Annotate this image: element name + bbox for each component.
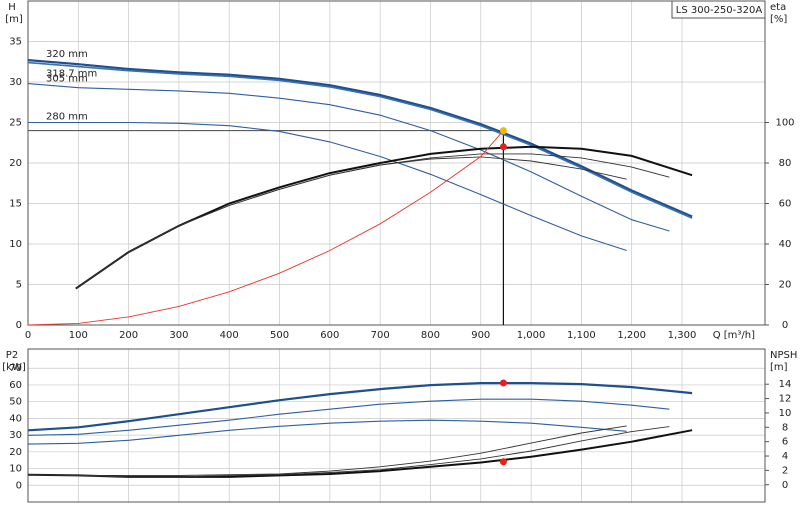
y-tick-label: 30	[9, 430, 22, 441]
y-tick-label: 70	[9, 363, 22, 374]
x-tick-label: 300	[169, 330, 188, 341]
y2-axis-title: NPSH	[770, 350, 797, 361]
plot-frame	[27, 348, 766, 503]
curve-label: 318.7 mm	[46, 69, 97, 80]
y-tick-label: 60	[9, 380, 22, 391]
badge: LS 300-250-320A	[676, 5, 763, 16]
y2-tick-label: 8	[782, 422, 788, 433]
y2-tick-label: 0	[782, 480, 788, 491]
x-tick-label: 100	[69, 330, 88, 341]
x-axis-title: Q [m³/h]	[713, 330, 755, 341]
badge-box	[671, 0, 766, 19]
curve-label: 280 mm	[46, 112, 88, 123]
curve-label: 305 mm	[46, 74, 88, 85]
x-tick-label: 1,000	[517, 330, 546, 341]
y2-axis-unit: [m]	[770, 362, 788, 373]
y2-tick-label: 2	[782, 465, 788, 476]
y2-tick-label: 20	[779, 280, 792, 291]
curve	[28, 130, 504, 325]
y-tick-label: 5	[16, 280, 22, 291]
curve	[75, 145, 693, 290]
x-tick-label: 700	[371, 330, 390, 341]
curve	[28, 83, 670, 232]
x-tick-label: 0	[25, 330, 31, 341]
operating-point	[499, 379, 507, 387]
y-tick-label: 0	[16, 320, 22, 331]
y2-tick-label: 0	[782, 320, 788, 331]
curve	[28, 121, 627, 252]
y-axis-title: P2	[6, 350, 18, 361]
y-axis-unit: [kW]	[2, 362, 26, 373]
y2-tick-label: 80	[779, 158, 792, 169]
plot-frame	[27, 0, 766, 326]
operating-point	[499, 458, 507, 466]
curve	[28, 419, 627, 445]
curve	[28, 398, 670, 436]
x-tick-label: 200	[119, 330, 138, 341]
y-axis-unit: [m]	[5, 14, 23, 25]
y2-tick-label: 6	[782, 437, 788, 448]
y2-axis-unit: [%]	[770, 14, 787, 25]
y-tick-label: 40	[9, 413, 22, 424]
curve	[28, 425, 627, 476]
y-tick-label: 20	[9, 158, 22, 169]
y2-tick-label: 100	[775, 118, 794, 129]
x-tick-label: 600	[320, 330, 339, 341]
y-tick-label: 25	[9, 118, 22, 129]
y2-tick-label: 10	[779, 408, 792, 419]
y-tick-label: 20	[9, 447, 22, 458]
x-tick-label: 500	[270, 330, 289, 341]
curve	[75, 153, 670, 289]
x-tick-label: 1,200	[617, 330, 646, 341]
x-tick-label: 800	[421, 330, 440, 341]
x-tick-label: 1,300	[668, 330, 697, 341]
curve	[28, 382, 693, 432]
y-axis-title: H	[8, 2, 16, 13]
y-tick-label: 15	[9, 199, 22, 210]
y2-tick-label: 60	[779, 199, 792, 210]
y2-tick-label: 12	[779, 394, 792, 405]
y-tick-label: 10	[9, 464, 22, 475]
y-tick-label: 35	[9, 37, 22, 48]
curve	[28, 426, 670, 478]
y-tick-label: 10	[9, 239, 22, 250]
y2-axis-title: eta	[770, 2, 786, 13]
curve	[28, 61, 693, 219]
x-tick-label: 1,100	[567, 330, 596, 341]
y-tick-label: 50	[9, 397, 22, 408]
curve	[28, 59, 693, 218]
operating-point	[499, 127, 507, 135]
y2-tick-label: 4	[782, 451, 788, 462]
y2-tick-label: 14	[779, 379, 792, 390]
y2-tick-label: 40	[779, 239, 792, 250]
x-tick-label: 400	[220, 330, 239, 341]
y-tick-label: 30	[9, 77, 22, 88]
curve-label: 320 mm	[46, 49, 88, 60]
x-tick-label: 900	[471, 330, 490, 341]
operating-point	[499, 143, 507, 151]
y-tick-label: 0	[16, 480, 22, 491]
curve	[75, 156, 627, 289]
curve	[28, 429, 693, 478]
